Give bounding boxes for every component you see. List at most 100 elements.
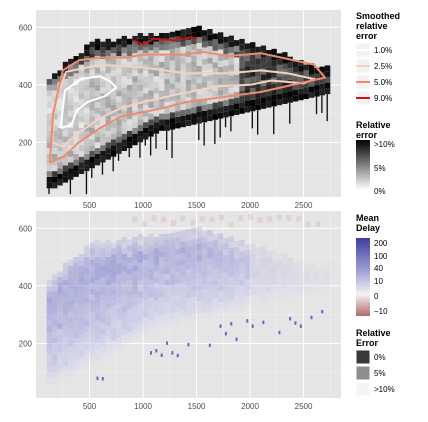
y-tick-label: 200 [19, 339, 33, 348]
heatmap-cell [73, 280, 79, 286]
heatmap-cell [126, 44, 133, 51]
heatmap-cell [121, 70, 127, 77]
heatmap-cell [187, 342, 190, 347]
heatmap-cell [105, 79, 111, 85]
heatmap-cell [73, 285, 79, 292]
heatmap-cell [121, 277, 127, 283]
heatmap-cell [46, 297, 53, 304]
heatmap-cell [185, 79, 192, 86]
heatmap-cell [143, 300, 149, 306]
heatmap-cell [159, 274, 165, 281]
heatmap-cell [260, 103, 267, 109]
heatmap-cell [78, 351, 85, 358]
heatmap-cell [298, 71, 304, 78]
heatmap-cell [196, 25, 202, 32]
heatmap-cell [94, 274, 101, 281]
heatmap-cell [100, 81, 106, 88]
heatmap-cell [217, 308, 224, 314]
heatmap-cell [78, 58, 85, 65]
heatmap-cell [94, 268, 101, 275]
heatmap-cell [46, 280, 53, 286]
heatmap-cell [287, 280, 293, 287]
heatmap-cell [68, 93, 74, 100]
heatmap-cell [143, 265, 149, 272]
heatmap-cell [73, 354, 79, 361]
heatmap-cell [239, 285, 245, 292]
heatmap-cell [250, 277, 256, 284]
heatmap-cell [62, 119, 69, 126]
heatmap-cell [266, 291, 272, 298]
heatmap-cell [73, 297, 79, 304]
heatmap-cell [321, 95, 323, 113]
heatmap-cell [196, 31, 202, 38]
heatmap-cell [180, 115, 186, 122]
heatmap-cell [137, 33, 144, 39]
heatmap-cell [292, 84, 299, 90]
heatmap-cell [207, 253, 213, 259]
heatmap-cell [303, 87, 309, 94]
x-tick-label: 1500 [188, 402, 206, 411]
heatmap-cell [148, 125, 154, 131]
heatmap-cell [143, 328, 149, 335]
heatmap-cell [169, 319, 176, 325]
heatmap-cell [100, 76, 106, 82]
heatmap-cell [137, 79, 144, 85]
heatmap-cell [148, 84, 154, 91]
heatmap-cell [126, 130, 133, 137]
heatmap-cell [298, 83, 304, 89]
heatmap-cell [78, 110, 85, 117]
heatmap-cell [159, 96, 165, 103]
heatmap-cell [73, 136, 79, 143]
heatmap-cell [62, 349, 69, 355]
heatmap-cell [105, 73, 111, 80]
heatmap-cell [52, 274, 58, 281]
heatmap-cell [223, 255, 229, 261]
heatmap-cell [148, 262, 154, 269]
heatmap-cell [244, 95, 251, 101]
heatmap-cell [52, 343, 58, 350]
heatmap-cell [223, 306, 229, 313]
heatmap-cell [266, 101, 272, 108]
heatmap-cell [69, 179, 72, 195]
heatmap-cell [52, 79, 58, 85]
heatmap-cell [319, 78, 325, 84]
heatmap-cell [100, 122, 106, 128]
heatmap-cell [303, 277, 309, 283]
heatmap-cell [149, 351, 152, 355]
mean-delay-legend-title: Mean Delay [356, 213, 380, 233]
heatmap-cell [78, 334, 85, 341]
heatmap-cell [116, 251, 122, 258]
heatmap-cell [105, 96, 111, 103]
legend-title-line: relative [356, 21, 388, 31]
x-tick-label: 1000 [134, 201, 152, 210]
heatmap-cell [73, 291, 79, 298]
heatmap-cell [143, 317, 149, 324]
heatmap-cell [126, 303, 133, 309]
heatmap-cell [84, 251, 90, 258]
heatmap-cell [73, 257, 79, 263]
heatmap-cell [260, 258, 267, 264]
heatmap-cell [233, 80, 240, 87]
heatmap-cell [100, 41, 106, 48]
heatmap-cell [89, 357, 95, 364]
heatmap-cell [153, 41, 160, 48]
heatmap-cell [223, 301, 229, 307]
heatmap-cell [68, 300, 74, 306]
heatmap-cell [244, 43, 251, 50]
heatmap-cell [217, 55, 224, 62]
heatmap-cell [62, 268, 69, 275]
heatmap-cell [52, 176, 58, 183]
heatmap-cell [153, 282, 160, 289]
heatmap-cell [126, 251, 133, 258]
heatmap-cell [68, 156, 74, 163]
heatmap-cell [255, 282, 261, 289]
heatmap-cell [175, 243, 181, 249]
bottom-heatmap-cells [46, 214, 331, 384]
heatmap-cell [260, 246, 267, 253]
heatmap-cell [196, 232, 202, 239]
heatmap-cell [110, 116, 117, 123]
heatmap-cell [185, 315, 192, 322]
heatmap-cell [303, 93, 309, 100]
heatmap-cell [271, 255, 277, 262]
heatmap-cell [159, 257, 165, 263]
